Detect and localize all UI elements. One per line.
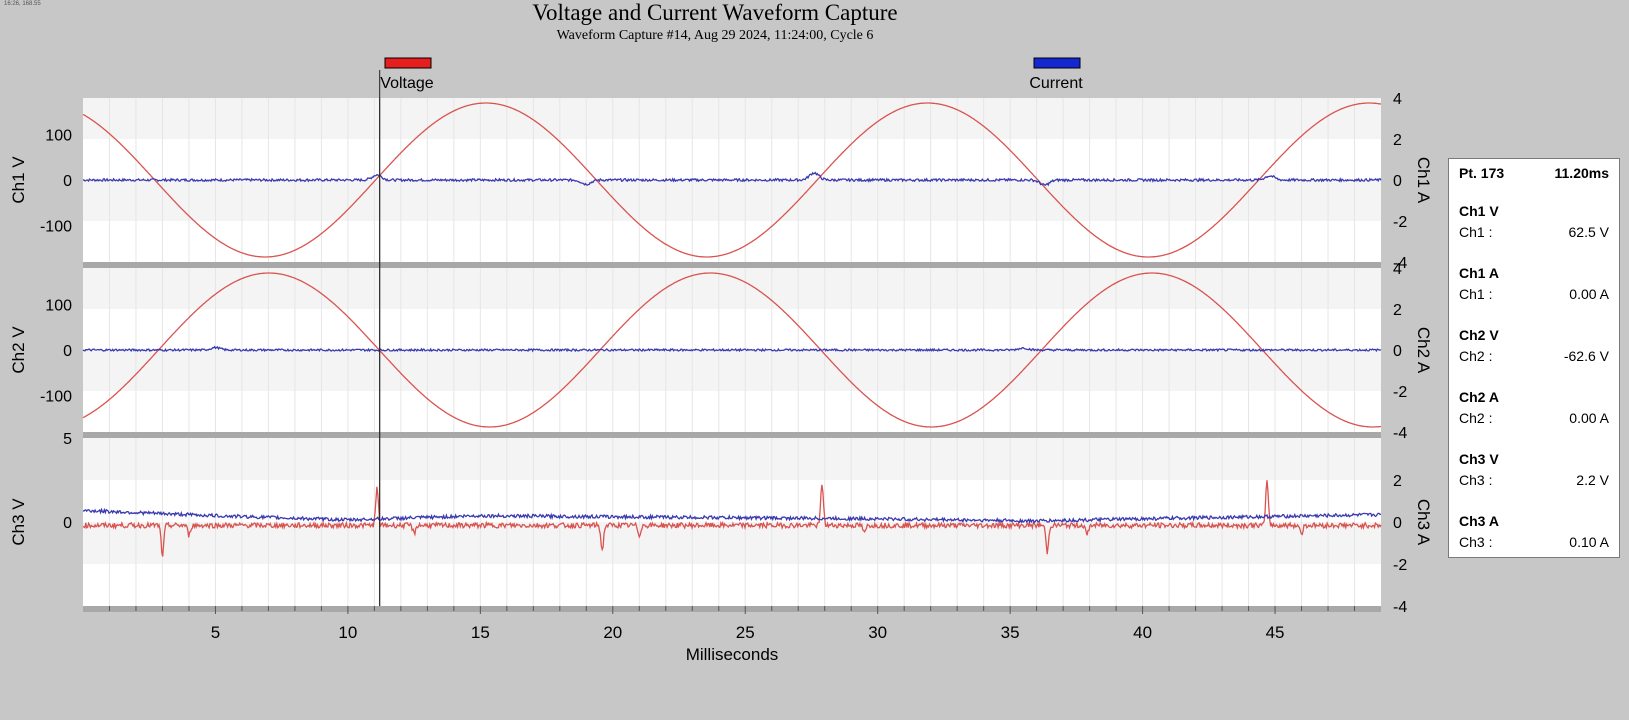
right-tick-label: 2 — [1393, 473, 1402, 490]
left-tick-label: 100 — [45, 297, 72, 314]
readout-row: Ch2 : 0.00 A — [1459, 410, 1609, 426]
series-current-ch1v — [82, 171, 1382, 187]
x-tick-label: 5 — [211, 623, 220, 642]
readout-point: Pt. 173 — [1459, 165, 1505, 181]
readout-row: Ch3 : 0.10 A — [1459, 534, 1609, 550]
readout-channel: Ch3 : — [1459, 534, 1493, 550]
right-axis-title: Ch1 A — [1414, 157, 1433, 204]
x-tick-label: 45 — [1266, 623, 1285, 642]
readout-group-label: Ch3 V — [1459, 451, 1499, 467]
right-tick-label: 0 — [1393, 515, 1402, 532]
plot-band — [83, 180, 1381, 221]
right-tick-label: 4 — [1393, 261, 1402, 278]
plot-band — [83, 98, 1381, 139]
plot-band — [83, 522, 1381, 564]
readout-row: Ch1 : 62.5 V — [1459, 224, 1609, 240]
right-tick-label: 2 — [1393, 132, 1402, 149]
x-tick-label: 10 — [338, 623, 357, 642]
x-tick-label: 25 — [736, 623, 755, 642]
readout-group-label: Ch3 A — [1459, 513, 1499, 529]
panel-separator — [83, 262, 1381, 268]
chart-title: Voltage and Current Waveform Capture — [532, 0, 898, 25]
readout-row: Ch1 : 0.00 A — [1459, 286, 1609, 302]
right-tick-label: 2 — [1393, 302, 1402, 319]
right-tick-label: -4 — [1393, 599, 1407, 616]
left-tick-label: 0 — [63, 343, 72, 360]
left-axis-title: Ch1 V — [9, 156, 28, 204]
right-tick-label: 0 — [1393, 173, 1402, 190]
readout-channel: Ch3 : — [1459, 472, 1493, 488]
series-current-ch3v — [82, 507, 1381, 524]
series-voltage-ch3v — [82, 480, 1382, 557]
readout-row: Ch2 : -62.6 V — [1459, 348, 1609, 364]
x-tick-label: 15 — [471, 623, 490, 642]
legend-label-current: Current — [1029, 75, 1083, 92]
readout-value: -62.6 V — [1563, 348, 1609, 364]
left-tick-label: 0 — [63, 515, 72, 532]
left-tick-label: 100 — [45, 127, 72, 144]
left-tick-label: 0 — [63, 173, 72, 190]
readout-value: 2.2 V — [1576, 472, 1609, 488]
right-axis-title: Ch2 A — [1414, 327, 1433, 374]
series-current-ch2v — [82, 345, 1382, 353]
panel-separator — [83, 606, 1381, 612]
readout-channel: Ch1 : — [1459, 286, 1493, 302]
x-tick-label: 40 — [1133, 623, 1152, 642]
x-tick-label: 20 — [603, 623, 622, 642]
right-tick-label: 4 — [1393, 91, 1402, 108]
readout-header: Pt. 173 11.20ms — [1459, 165, 1609, 181]
readout-group-label: Ch1 V — [1459, 203, 1499, 219]
left-axis-title: Ch2 V — [9, 326, 28, 374]
right-tick-label: -2 — [1393, 557, 1407, 574]
readout-row: Ch3 : 2.2 V — [1459, 472, 1609, 488]
plot-band — [83, 350, 1381, 391]
plot-band — [83, 438, 1381, 480]
right-tick-label: -2 — [1393, 384, 1407, 401]
readout-value: 0.00 A — [1569, 286, 1609, 302]
right-tick-label: 0 — [1393, 343, 1402, 360]
x-tick-label: 35 — [1001, 623, 1020, 642]
right-tick-label: -4 — [1393, 255, 1407, 272]
left-axis-title: Ch3 V — [9, 498, 28, 546]
readout-channel: Ch1 : — [1459, 224, 1493, 240]
legend-swatch-voltage — [384, 57, 432, 69]
readout-value: 0.10 A — [1569, 534, 1609, 550]
readout-time: 11.20ms — [1554, 165, 1610, 181]
series-voltage-ch1v — [82, 102, 1382, 258]
left-tick-label: -100 — [40, 389, 72, 406]
readout-value: 0.00 A — [1569, 410, 1609, 426]
x-tick-label: 30 — [868, 623, 887, 642]
right-tick-label: -2 — [1393, 214, 1407, 231]
right-tick-label: -4 — [1393, 425, 1407, 442]
series-voltage-ch2v — [82, 272, 1382, 428]
readout-value: 62.5 V — [1568, 224, 1609, 240]
chart-subtitle: Waveform Capture #14, Aug 29 2024, 11:24… — [556, 28, 874, 43]
left-tick-label: -100 — [40, 219, 72, 236]
left-tick-label: 5 — [63, 431, 72, 448]
timestamp-stamp: 16:26, 168.55 — [4, 1, 41, 7]
right-axis-title: Ch3 A — [1414, 499, 1433, 546]
readout-group-label: Ch2 A — [1459, 389, 1499, 405]
legend-label-voltage: Voltage — [380, 75, 433, 92]
readout-channel: Ch2 : — [1459, 348, 1493, 364]
readout-channel: Ch2 : — [1459, 410, 1493, 426]
readout-group-label: Ch1 A — [1459, 265, 1499, 281]
panel-separator — [83, 432, 1381, 438]
cursor-readout-panel: Pt. 173 11.20ms Ch1 V Ch1 : 62.5 V Ch1 A Ch1… — [1448, 158, 1620, 558]
legend-swatch-current — [1033, 57, 1081, 69]
readout-group-label: Ch2 V — [1459, 327, 1499, 343]
x-axis-title: Milliseconds — [686, 645, 779, 664]
